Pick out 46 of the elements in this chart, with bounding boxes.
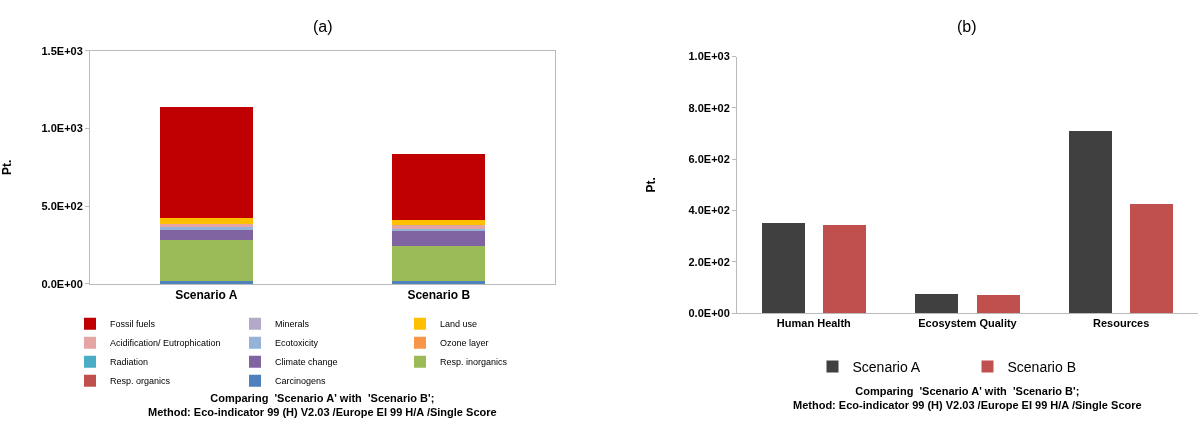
y-tick-label: 2.0E+02 [688, 255, 730, 268]
bar [159, 217, 253, 225]
bar [976, 295, 1020, 314]
legend-label: Radiation [110, 357, 149, 368]
legend-label: Carcinogens [275, 376, 327, 387]
bar [392, 153, 486, 220]
y-axis-title: Pt. [643, 177, 658, 193]
legend-label: Resp. organics [110, 376, 171, 387]
bar [159, 107, 253, 218]
y-tick-label: 6.0E+02 [688, 153, 730, 166]
x-tick-label: Resources [1093, 317, 1150, 330]
legend-label: Fossil fuels [110, 319, 156, 330]
legend-label: Scenario A [852, 359, 921, 376]
legend-label: Scenario B [1007, 359, 1076, 376]
legend-label: Climate change [275, 357, 338, 368]
bar [159, 239, 253, 281]
y-tick-label: 0.0E+00 [688, 306, 730, 319]
y-tick-label: 1.5E+03 [41, 44, 83, 57]
y-axis-title: Pt. [0, 159, 14, 175]
bar [761, 222, 805, 314]
y-tick-label: 1.0E+03 [688, 50, 730, 63]
bar [1068, 131, 1112, 314]
legend-label: Land use [440, 319, 478, 330]
x-tick-label: Ecosystem Quality [918, 317, 1018, 330]
text: Comparing 'Scenario A' with 'Scenario B'; Method: Eco-indicator 99 (H) V2.03 /Europe EI 99 H/A /Single Score [793, 385, 1142, 412]
legend-label: Resp. inorganics [440, 357, 508, 368]
legend-label: Acidification/ Eutrophication [110, 338, 221, 349]
bar [823, 224, 867, 314]
y-tick-label: 4.0E+02 [688, 204, 730, 217]
x-tick-label: Human Health [776, 317, 852, 330]
y-tick-label: 1.0E+03 [41, 122, 83, 135]
bar [915, 294, 959, 314]
y-tick-label: 8.0E+02 [688, 101, 730, 114]
chart-title: (a) [313, 18, 333, 35]
legend-label: Minerals [275, 319, 310, 330]
legend-label: Ecotoxicity [275, 338, 319, 349]
bar [392, 280, 486, 284]
bar [392, 230, 486, 246]
bar [1130, 204, 1174, 314]
y-tick-label: 5.0E+02 [41, 200, 83, 213]
bar [392, 245, 486, 281]
text: Comparing 'Scenario A' with 'Scenario B'; Method: Eco-indicator 99 (H) V2.03 /Europe EI 99 H/A /Single Score [148, 392, 497, 419]
legend-label: Ozone layer [440, 338, 489, 349]
y-tick-label: 0.0E+00 [41, 277, 83, 290]
chart-title: (b) [957, 18, 977, 35]
bar [159, 229, 253, 240]
